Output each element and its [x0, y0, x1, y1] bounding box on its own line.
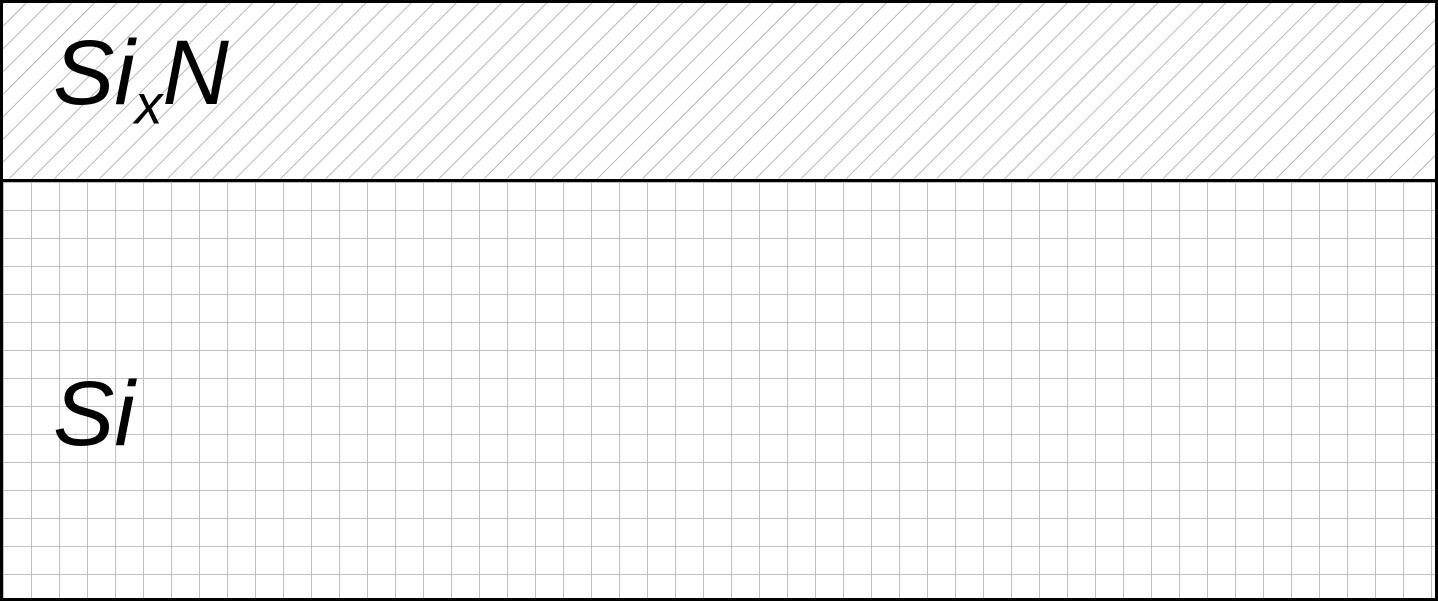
label-text-main: Si	[53, 22, 135, 124]
layer-label-sixn: SixN	[53, 21, 229, 136]
grid-pattern	[3, 182, 1435, 599]
layer-label-si: Si	[53, 362, 135, 477]
label-text-main: Si	[53, 363, 135, 465]
label-text-tail: N	[162, 22, 228, 124]
layer-sixn: SixN	[3, 3, 1435, 182]
layer-si: Si	[3, 182, 1435, 599]
layer-diagram: SixN Si	[0, 0, 1438, 601]
label-text-sub: x	[135, 73, 163, 135]
